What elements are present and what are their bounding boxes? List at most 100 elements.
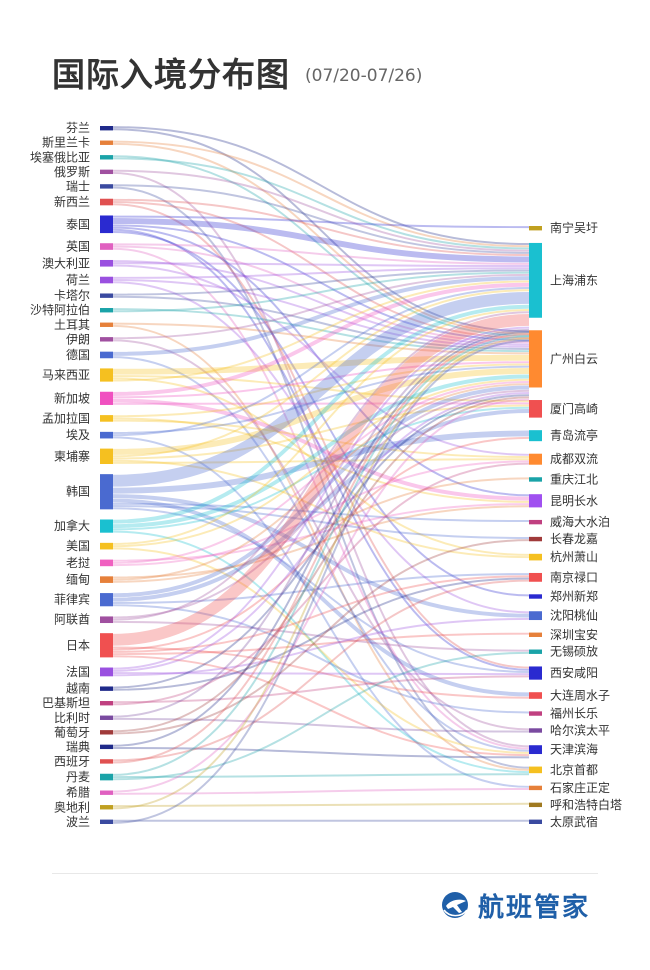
sankey-link <box>112 140 530 248</box>
source-label: 丹麦 <box>66 770 90 784</box>
sankey-link <box>112 717 530 733</box>
target-label: 福州长乐 <box>550 706 598 721</box>
source-label: 瑞士 <box>66 179 90 193</box>
sankey-link <box>112 404 530 460</box>
sankey-link <box>112 573 530 604</box>
target-label: 太原武宿 <box>550 814 598 829</box>
source-label: 老挝 <box>66 556 90 570</box>
target-label: 昆明长水 <box>550 494 598 508</box>
sankey-link <box>112 218 530 263</box>
source-node <box>100 759 113 764</box>
sankey-link <box>112 378 530 548</box>
sankey-link <box>112 802 530 808</box>
source-node <box>100 351 113 359</box>
sankey-link <box>112 746 530 759</box>
source-label: 缅甸 <box>66 573 90 587</box>
target-label: 南京禄口 <box>550 569 598 584</box>
page-subtitle: (07/20-07/26) <box>305 66 423 86</box>
sankey-link <box>112 269 530 296</box>
sankey-link <box>112 264 530 456</box>
source-label: 韩国 <box>66 484 90 499</box>
sankey-link <box>112 281 530 614</box>
target-label: 哈尔滨太平 <box>550 722 610 737</box>
source-node <box>100 337 113 342</box>
sankey-link <box>112 604 530 714</box>
sankey-link <box>112 494 530 618</box>
sankey-link <box>112 368 530 455</box>
target-node <box>529 766 542 774</box>
sankey-link <box>112 311 530 621</box>
source-node <box>100 126 113 131</box>
sankey-link <box>112 477 530 583</box>
source-label: 奥地利 <box>54 800 90 814</box>
source-node <box>100 169 113 175</box>
source-label: 法国 <box>66 665 90 679</box>
source-node <box>100 276 113 284</box>
sankey-link <box>112 314 530 646</box>
source-node <box>100 448 113 464</box>
sankey-link <box>112 260 530 346</box>
brand-logo: 航班管家 <box>440 887 590 923</box>
target-label: 呼和浩特白塔 <box>550 797 622 812</box>
sankey-link <box>112 498 530 697</box>
source-node <box>100 730 113 735</box>
source-node <box>100 474 113 510</box>
target-label: 威海大水泊 <box>550 514 610 529</box>
sankey-link <box>112 577 530 691</box>
sankey-link <box>112 385 530 598</box>
sankey-link <box>112 224 530 342</box>
sankey-link <box>112 354 530 375</box>
source-label: 马来西亚 <box>42 368 90 382</box>
source-node <box>100 259 113 267</box>
sankey-link <box>112 282 530 396</box>
sankey-link <box>112 201 530 339</box>
source-node <box>100 773 113 781</box>
source-node <box>100 593 113 607</box>
sankey-link <box>112 419 530 458</box>
target-label: 北京首都 <box>550 763 598 777</box>
sankey-link <box>112 547 530 754</box>
sankey-link <box>112 389 530 619</box>
source-label: 荷兰 <box>66 273 90 287</box>
sankey-link <box>112 374 530 529</box>
sankey-link <box>112 226 530 497</box>
sankey-link <box>112 646 530 699</box>
source-node <box>100 243 113 250</box>
target-label: 南宁吴圩 <box>550 220 598 235</box>
source-label: 德国 <box>66 347 90 362</box>
sankey-link <box>112 287 530 437</box>
sankey-link <box>112 398 530 793</box>
sankey-link <box>112 460 530 567</box>
page-title: 国际入境分布图 <box>52 55 290 94</box>
sankey-link <box>112 436 530 788</box>
sankey-link <box>112 363 530 418</box>
source-node <box>100 667 113 677</box>
source-label: 澳大利亚 <box>42 256 90 270</box>
target-node <box>529 711 542 716</box>
sankey-link <box>112 672 530 676</box>
sankey-link <box>112 394 530 689</box>
source-node <box>100 215 113 234</box>
sankey-link <box>112 773 530 779</box>
source-label: 葡萄牙 <box>54 725 90 739</box>
sankey-link <box>112 539 530 735</box>
source-node <box>100 155 113 160</box>
source-node <box>100 701 113 706</box>
target-label: 天津滨海 <box>550 742 598 757</box>
source-node <box>100 790 113 795</box>
source-label: 斯里兰卡 <box>42 136 90 150</box>
target-node <box>529 553 542 561</box>
sankey-link <box>112 651 530 781</box>
target-label: 上海浦东 <box>550 272 598 287</box>
sankey-link <box>112 620 530 652</box>
sankey-link <box>112 655 530 757</box>
sankey-link <box>112 247 530 750</box>
sankey-link <box>112 417 530 503</box>
sankey-link <box>112 505 530 579</box>
sankey-link <box>112 361 530 399</box>
target-label: 青岛流亭 <box>550 428 598 443</box>
sankey-link <box>112 215 530 229</box>
target-label: 深圳宝安 <box>550 627 598 642</box>
source-node <box>100 616 113 624</box>
sankey-link <box>112 142 530 335</box>
